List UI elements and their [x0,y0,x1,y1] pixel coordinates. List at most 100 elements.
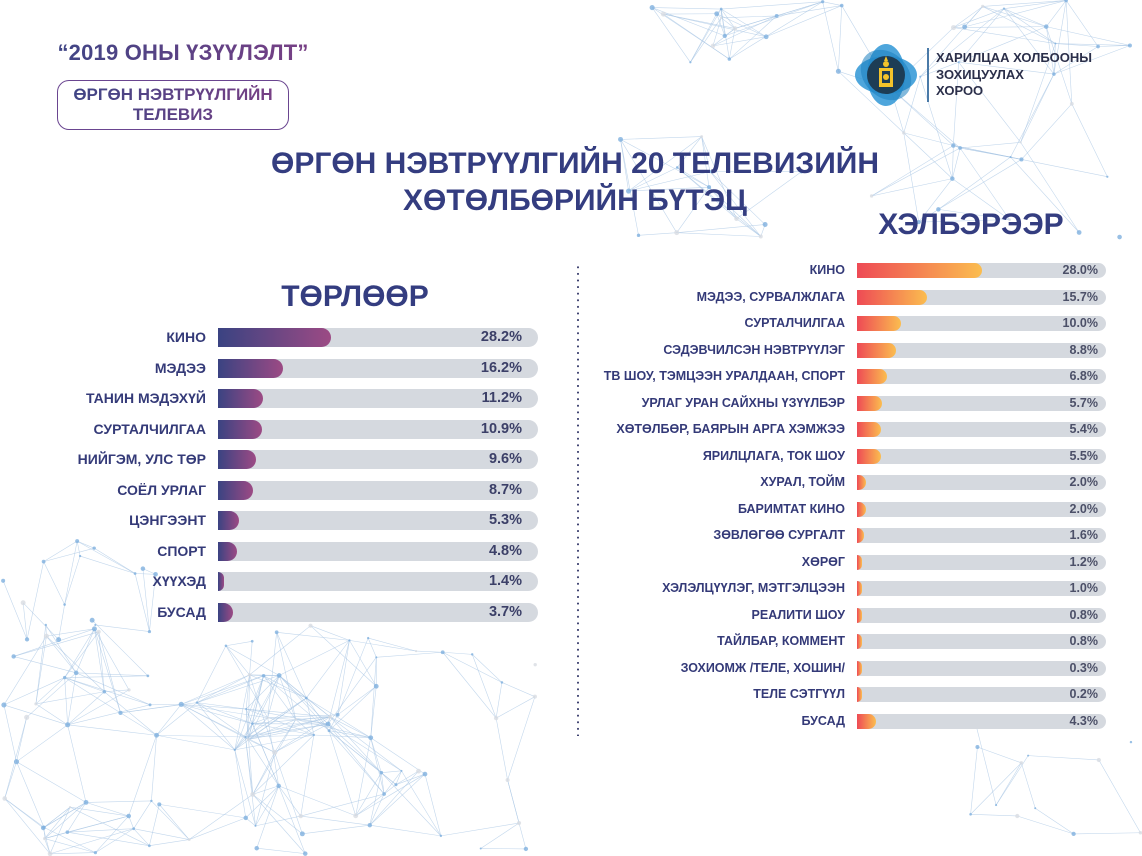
network-node [869,194,874,198]
network-line [442,651,473,655]
network-line [918,219,1010,223]
network-line [677,167,737,220]
bar-fill [857,501,866,517]
network-line [1045,26,1055,75]
network-node [936,207,941,212]
network-line [120,704,182,714]
bar-category-label: ХӨТӨЛБӨР, БАЯРЫН АРГА ХЭМЖЭЭ [616,422,845,436]
network-line [134,573,150,632]
network-node [1052,72,1056,76]
network-node [618,136,623,142]
network-line [98,631,121,713]
network-node [1096,44,1100,49]
network-line [80,555,136,574]
network-node [276,673,282,678]
network-node [41,559,46,564]
network-line [995,755,1029,806]
network-line [701,136,711,172]
network-line [1055,43,1099,47]
bar-track [857,634,1106,649]
network-line [1053,45,1131,75]
network-node [727,57,732,61]
network-node [375,656,378,659]
network-node [65,722,71,728]
network-node [312,733,316,737]
bar-fill [218,511,240,530]
network-line [620,136,702,140]
network-line [1046,26,1130,46]
bar-fill [218,541,238,561]
network-line [196,675,280,703]
bar-fill [857,607,862,623]
bar-value-label: 1.4% [488,573,522,589]
network-node [732,26,738,31]
network-node [394,783,398,787]
bar-row: УРЛАГ УРАН САЙХНЫ ҮЗҮҮЛБЭР 5.7% [642,395,1106,411]
bar-category-label: ХЭЛЭЛЦҮҮЛЭГ, МЭТГЭЛЦЭЭН [662,581,845,595]
network-line [274,723,329,753]
bar-fill [218,419,262,439]
network-node [636,233,641,238]
bar-category-label: ХӨРӨГ [801,554,845,569]
network-node [62,675,67,680]
network-line [43,540,78,562]
network-node [250,791,256,797]
network-line [4,798,44,829]
network-node [470,653,474,656]
network-line [95,828,134,853]
network-line [67,831,150,847]
network-line [953,8,1005,28]
bar-value-label: 9.6% [488,451,522,467]
network-line [22,602,59,640]
network-line [67,802,87,833]
mongolian-soyombo-emblem-icon [855,44,917,106]
network-node [1034,807,1037,810]
network-line [329,716,402,772]
bar-value-label: 0.8% [1069,607,1099,622]
logo-separator [927,48,929,102]
network-node [919,75,922,78]
network-line [708,186,762,237]
network-node [298,813,303,819]
bar-fill [857,713,877,729]
network-line [329,716,382,773]
bar-fill [857,316,902,331]
bar-track [857,501,1106,517]
network-line [245,736,254,795]
bar-fill [857,528,865,543]
bar-category-label: ТВ ШОУ, ТЭМЦЭЭН УРАЛДААН, СПОРТ [603,369,845,383]
network-node [1076,230,1082,235]
network-node [969,812,972,816]
network-line [620,139,710,188]
bar-track [857,342,1106,358]
network-line [1046,0,1067,27]
network-line [35,636,47,704]
bar-value-label: 5.7% [1069,395,1099,410]
bar-fill [218,389,263,408]
network-line [970,813,1018,817]
network-node [195,701,199,704]
network-line [306,640,350,699]
network-line [959,147,1010,220]
network-line [300,815,370,826]
bar-row: МЭДЭЭ, СУРВАЛЖЛАГА 15.7% [697,289,1106,305]
network-line [159,804,246,819]
network-line [156,704,182,736]
bar-value-label: 1.2% [1069,554,1099,569]
network-node [20,600,26,606]
network-line [701,136,737,219]
network-line [263,675,330,731]
network-node [1,702,7,708]
network-node [83,799,89,805]
bar-value-label: 0.3% [1069,660,1099,675]
network-line [252,717,268,724]
network-line [903,132,953,179]
network-line [85,802,129,817]
network-line [1021,159,1108,177]
bar-track [857,263,1106,278]
network-line [690,13,717,63]
network-line [42,827,51,854]
network-node [1019,157,1024,162]
bar-value-label: 11.2% [481,390,522,406]
network-node [140,566,146,571]
